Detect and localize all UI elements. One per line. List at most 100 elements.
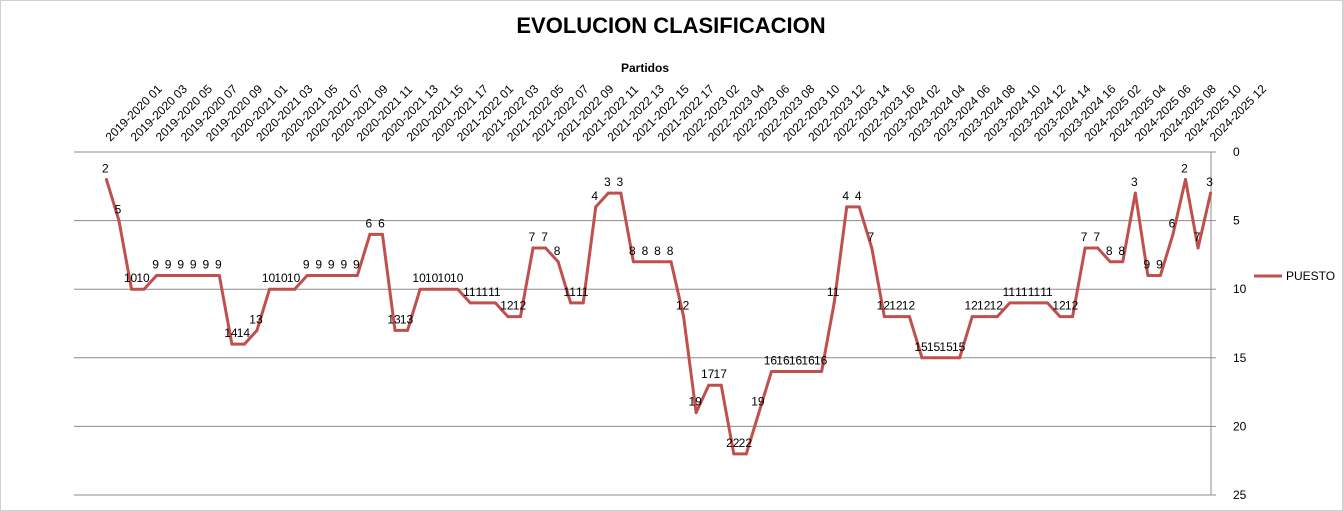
data-label: 10 bbox=[438, 271, 452, 285]
data-point bbox=[1146, 273, 1150, 277]
data-label: 12 bbox=[889, 299, 903, 313]
data-point bbox=[368, 232, 372, 236]
data-label: 12 bbox=[676, 299, 690, 313]
data-point bbox=[1108, 260, 1112, 264]
data-point bbox=[882, 315, 886, 319]
data-point bbox=[117, 219, 121, 223]
data-label: 9 bbox=[328, 257, 335, 271]
data-label: 19 bbox=[751, 395, 765, 409]
data-point bbox=[481, 301, 485, 305]
data-label: 12 bbox=[977, 299, 991, 313]
data-label: 10 bbox=[425, 271, 439, 285]
data-label: 11 bbox=[463, 285, 476, 299]
data-point bbox=[845, 205, 849, 209]
data-label: 2 bbox=[1181, 161, 1188, 175]
data-point bbox=[506, 315, 510, 319]
data-point bbox=[330, 273, 334, 277]
data-point bbox=[544, 246, 548, 250]
data-point bbox=[418, 287, 422, 291]
data-label: 7 bbox=[867, 230, 874, 244]
data-point bbox=[192, 273, 196, 277]
data-label: 9 bbox=[215, 257, 222, 271]
data-label: 9 bbox=[177, 257, 184, 271]
data-point bbox=[431, 287, 435, 291]
data-label: 15 bbox=[914, 340, 928, 354]
data-label: 9 bbox=[315, 257, 322, 271]
data-label: 5 bbox=[115, 203, 122, 217]
data-label: 9 bbox=[1144, 257, 1151, 271]
data-point bbox=[129, 287, 133, 291]
data-point bbox=[1071, 315, 1075, 319]
data-label: 7 bbox=[1081, 230, 1088, 244]
data-point bbox=[832, 301, 836, 305]
data-label: 10 bbox=[262, 271, 276, 285]
data-label: 9 bbox=[165, 257, 172, 271]
data-label: 12 bbox=[1065, 299, 1079, 313]
data-point bbox=[1196, 246, 1200, 250]
y-tick-label: 25 bbox=[1233, 488, 1247, 502]
data-label: 16 bbox=[801, 354, 815, 368]
data-label: 11 bbox=[1028, 285, 1041, 299]
data-label: 4 bbox=[591, 189, 598, 203]
data-point bbox=[393, 328, 397, 332]
data-label: 12 bbox=[513, 299, 527, 313]
data-label: 16 bbox=[789, 354, 803, 368]
y-tick-label: 5 bbox=[1233, 214, 1240, 228]
data-label: 8 bbox=[1118, 244, 1125, 258]
y-tick-label: 0 bbox=[1233, 145, 1240, 159]
data-point bbox=[569, 301, 573, 305]
data-point bbox=[1008, 301, 1012, 305]
y-tick-label: 10 bbox=[1233, 282, 1247, 296]
data-label: 11 bbox=[1040, 285, 1053, 299]
data-point bbox=[1209, 191, 1213, 195]
data-label: 8 bbox=[667, 244, 674, 258]
data-label: 15 bbox=[939, 340, 953, 354]
data-point bbox=[682, 315, 686, 319]
data-point bbox=[343, 273, 347, 277]
legend-label: PUESTO bbox=[1286, 269, 1335, 283]
data-point bbox=[820, 370, 824, 374]
data-point bbox=[669, 260, 673, 264]
data-label: 22 bbox=[739, 436, 753, 450]
data-point bbox=[782, 370, 786, 374]
data-label: 12 bbox=[965, 299, 979, 313]
data-point bbox=[456, 287, 460, 291]
data-label: 8 bbox=[629, 244, 636, 258]
data-point bbox=[531, 246, 535, 250]
data-label: 22 bbox=[726, 436, 740, 450]
data-point bbox=[217, 273, 221, 277]
data-point bbox=[318, 273, 322, 277]
data-label: 4 bbox=[842, 189, 849, 203]
data-point bbox=[958, 356, 962, 360]
data-label: 12 bbox=[877, 299, 891, 313]
data-point bbox=[180, 273, 184, 277]
data-label: 12 bbox=[1052, 299, 1066, 313]
data-point bbox=[1096, 246, 1100, 250]
data-point bbox=[1033, 301, 1037, 305]
data-label: 8 bbox=[654, 244, 661, 258]
data-point bbox=[468, 301, 472, 305]
data-point bbox=[518, 315, 522, 319]
data-point bbox=[1158, 273, 1162, 277]
data-label: 17 bbox=[714, 367, 728, 381]
data-point bbox=[920, 356, 924, 360]
data-label: 9 bbox=[303, 257, 310, 271]
data-label: 11 bbox=[488, 285, 501, 299]
data-point bbox=[594, 205, 598, 209]
data-label: 11 bbox=[1003, 285, 1016, 299]
data-point bbox=[305, 273, 309, 277]
data-point bbox=[644, 260, 648, 264]
data-point bbox=[581, 301, 585, 305]
data-point bbox=[1133, 191, 1137, 195]
data-label: 11 bbox=[563, 285, 576, 299]
data-label: 17 bbox=[701, 367, 715, 381]
data-point bbox=[1058, 315, 1062, 319]
data-point bbox=[556, 260, 560, 264]
data-point bbox=[657, 260, 660, 264]
data-label: 8 bbox=[554, 244, 561, 258]
data-point bbox=[406, 328, 410, 332]
data-point bbox=[744, 452, 748, 456]
data-label: 3 bbox=[617, 175, 624, 189]
